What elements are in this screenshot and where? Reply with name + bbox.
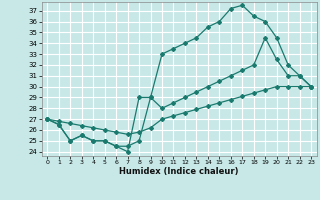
- X-axis label: Humidex (Indice chaleur): Humidex (Indice chaleur): [119, 167, 239, 176]
